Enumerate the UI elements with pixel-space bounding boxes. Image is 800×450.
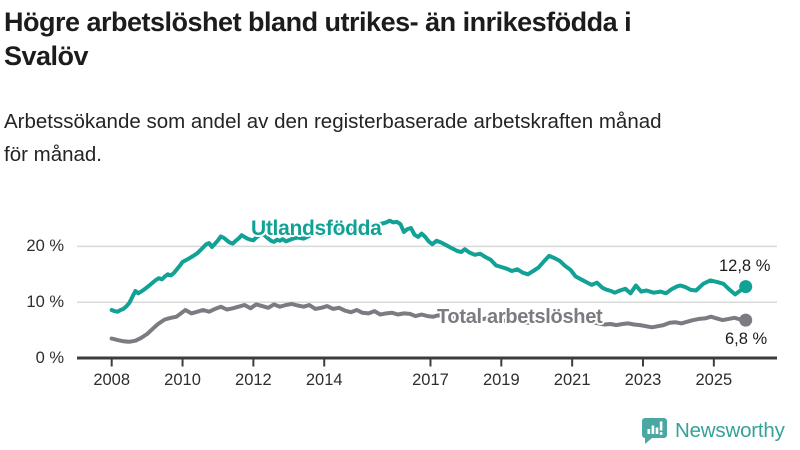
newsworthy-logo: Newsworthy [641,416,797,446]
x-tick-label-2019: 2019 [482,371,520,389]
series-label-total-arbetsloshet: Total arbetslöshet [437,306,603,328]
bar-chart-speech-bubble-icon [642,418,667,444]
x-tick-label-2012: 2012 [235,371,272,389]
brand-name: Newsworthy [675,419,785,442]
x-tick-label-2014: 2014 [305,371,343,389]
y-tick-label-10: 10 % [26,293,64,312]
series-end-dot-total-arbetsloshet [739,313,753,327]
x-tick-label-2023: 2023 [624,371,662,389]
chart-title: Högre arbetslöshet bland utrikes- än inr… [4,5,796,73]
chart-subtitle: Arbetssökande som andel av den registerb… [4,105,796,171]
end-value-label-utlandsfodda: 12,8 % [719,257,771,275]
x-tick-label-2008: 2008 [93,371,131,389]
chart-subtitle-line2: för månad. [4,143,102,166]
chart-title-line1: Högre arbetslöshet bland utrikes- än inr… [4,7,632,37]
x-tick-label-2010: 2010 [164,371,201,389]
end-value-label-total-arbetsloshet: 6,8 % [725,330,768,348]
chart-title-line2: Svalöv [4,41,89,71]
series-label-utlandsfodda: Utlandsfödda [251,217,382,240]
y-tick-label-20: 20 % [26,237,64,256]
series-line-utlandsfodda [109,218,748,314]
x-tick-label-2025: 2025 [695,371,733,389]
series-end-dot-utlandsfodda [739,280,753,294]
x-tick-label-2021: 2021 [553,371,591,389]
series-line-total-arbetsloshet [109,301,748,344]
gridlines [77,245,777,303]
x-tick-label-2017: 2017 [412,371,449,389]
chart-subtitle-line1: Arbetssökande som andel av den registerb… [4,110,662,133]
y-tick-label-0: 0 % [35,349,64,367]
